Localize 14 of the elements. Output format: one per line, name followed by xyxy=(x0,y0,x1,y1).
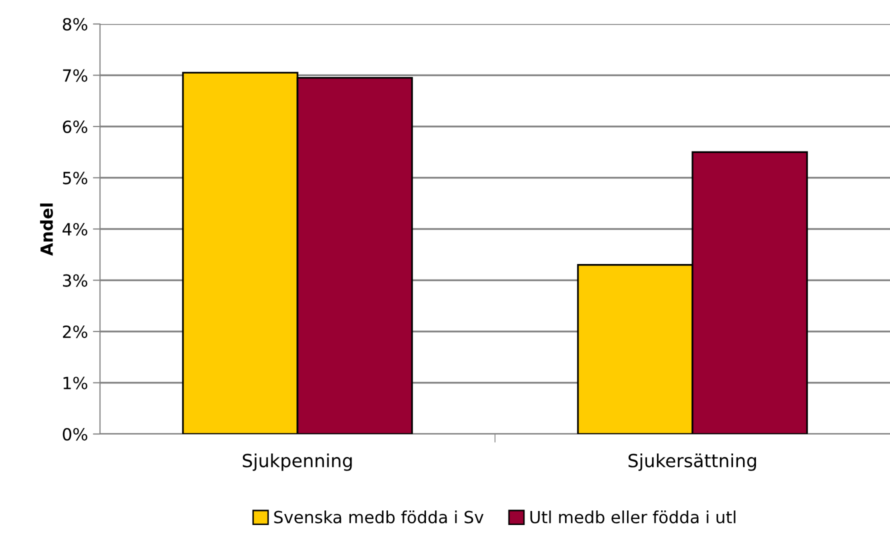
legend-label: Svenska medb födda i Sv xyxy=(274,510,484,524)
y-tick-label: 1% xyxy=(64,376,88,390)
y-tick-label: 4% xyxy=(62,222,88,236)
y-tick-label: 0% xyxy=(62,428,88,441)
y-tick-label: 2% xyxy=(62,325,88,338)
x-tick-label: Sjukersättning xyxy=(628,453,756,471)
y-axis-title: Andel xyxy=(40,204,53,256)
y-tick-label: 3% xyxy=(63,274,88,287)
y-tick-label: 5% xyxy=(63,172,88,184)
x-tick-label: Sjukpenning xyxy=(242,453,352,471)
y-tick-label: 7% xyxy=(63,69,88,82)
y-tick-label: 8% xyxy=(62,18,88,31)
y-tick-label: 6% xyxy=(62,120,88,134)
legend-label: Utl medb eller födda i utl xyxy=(530,510,736,524)
